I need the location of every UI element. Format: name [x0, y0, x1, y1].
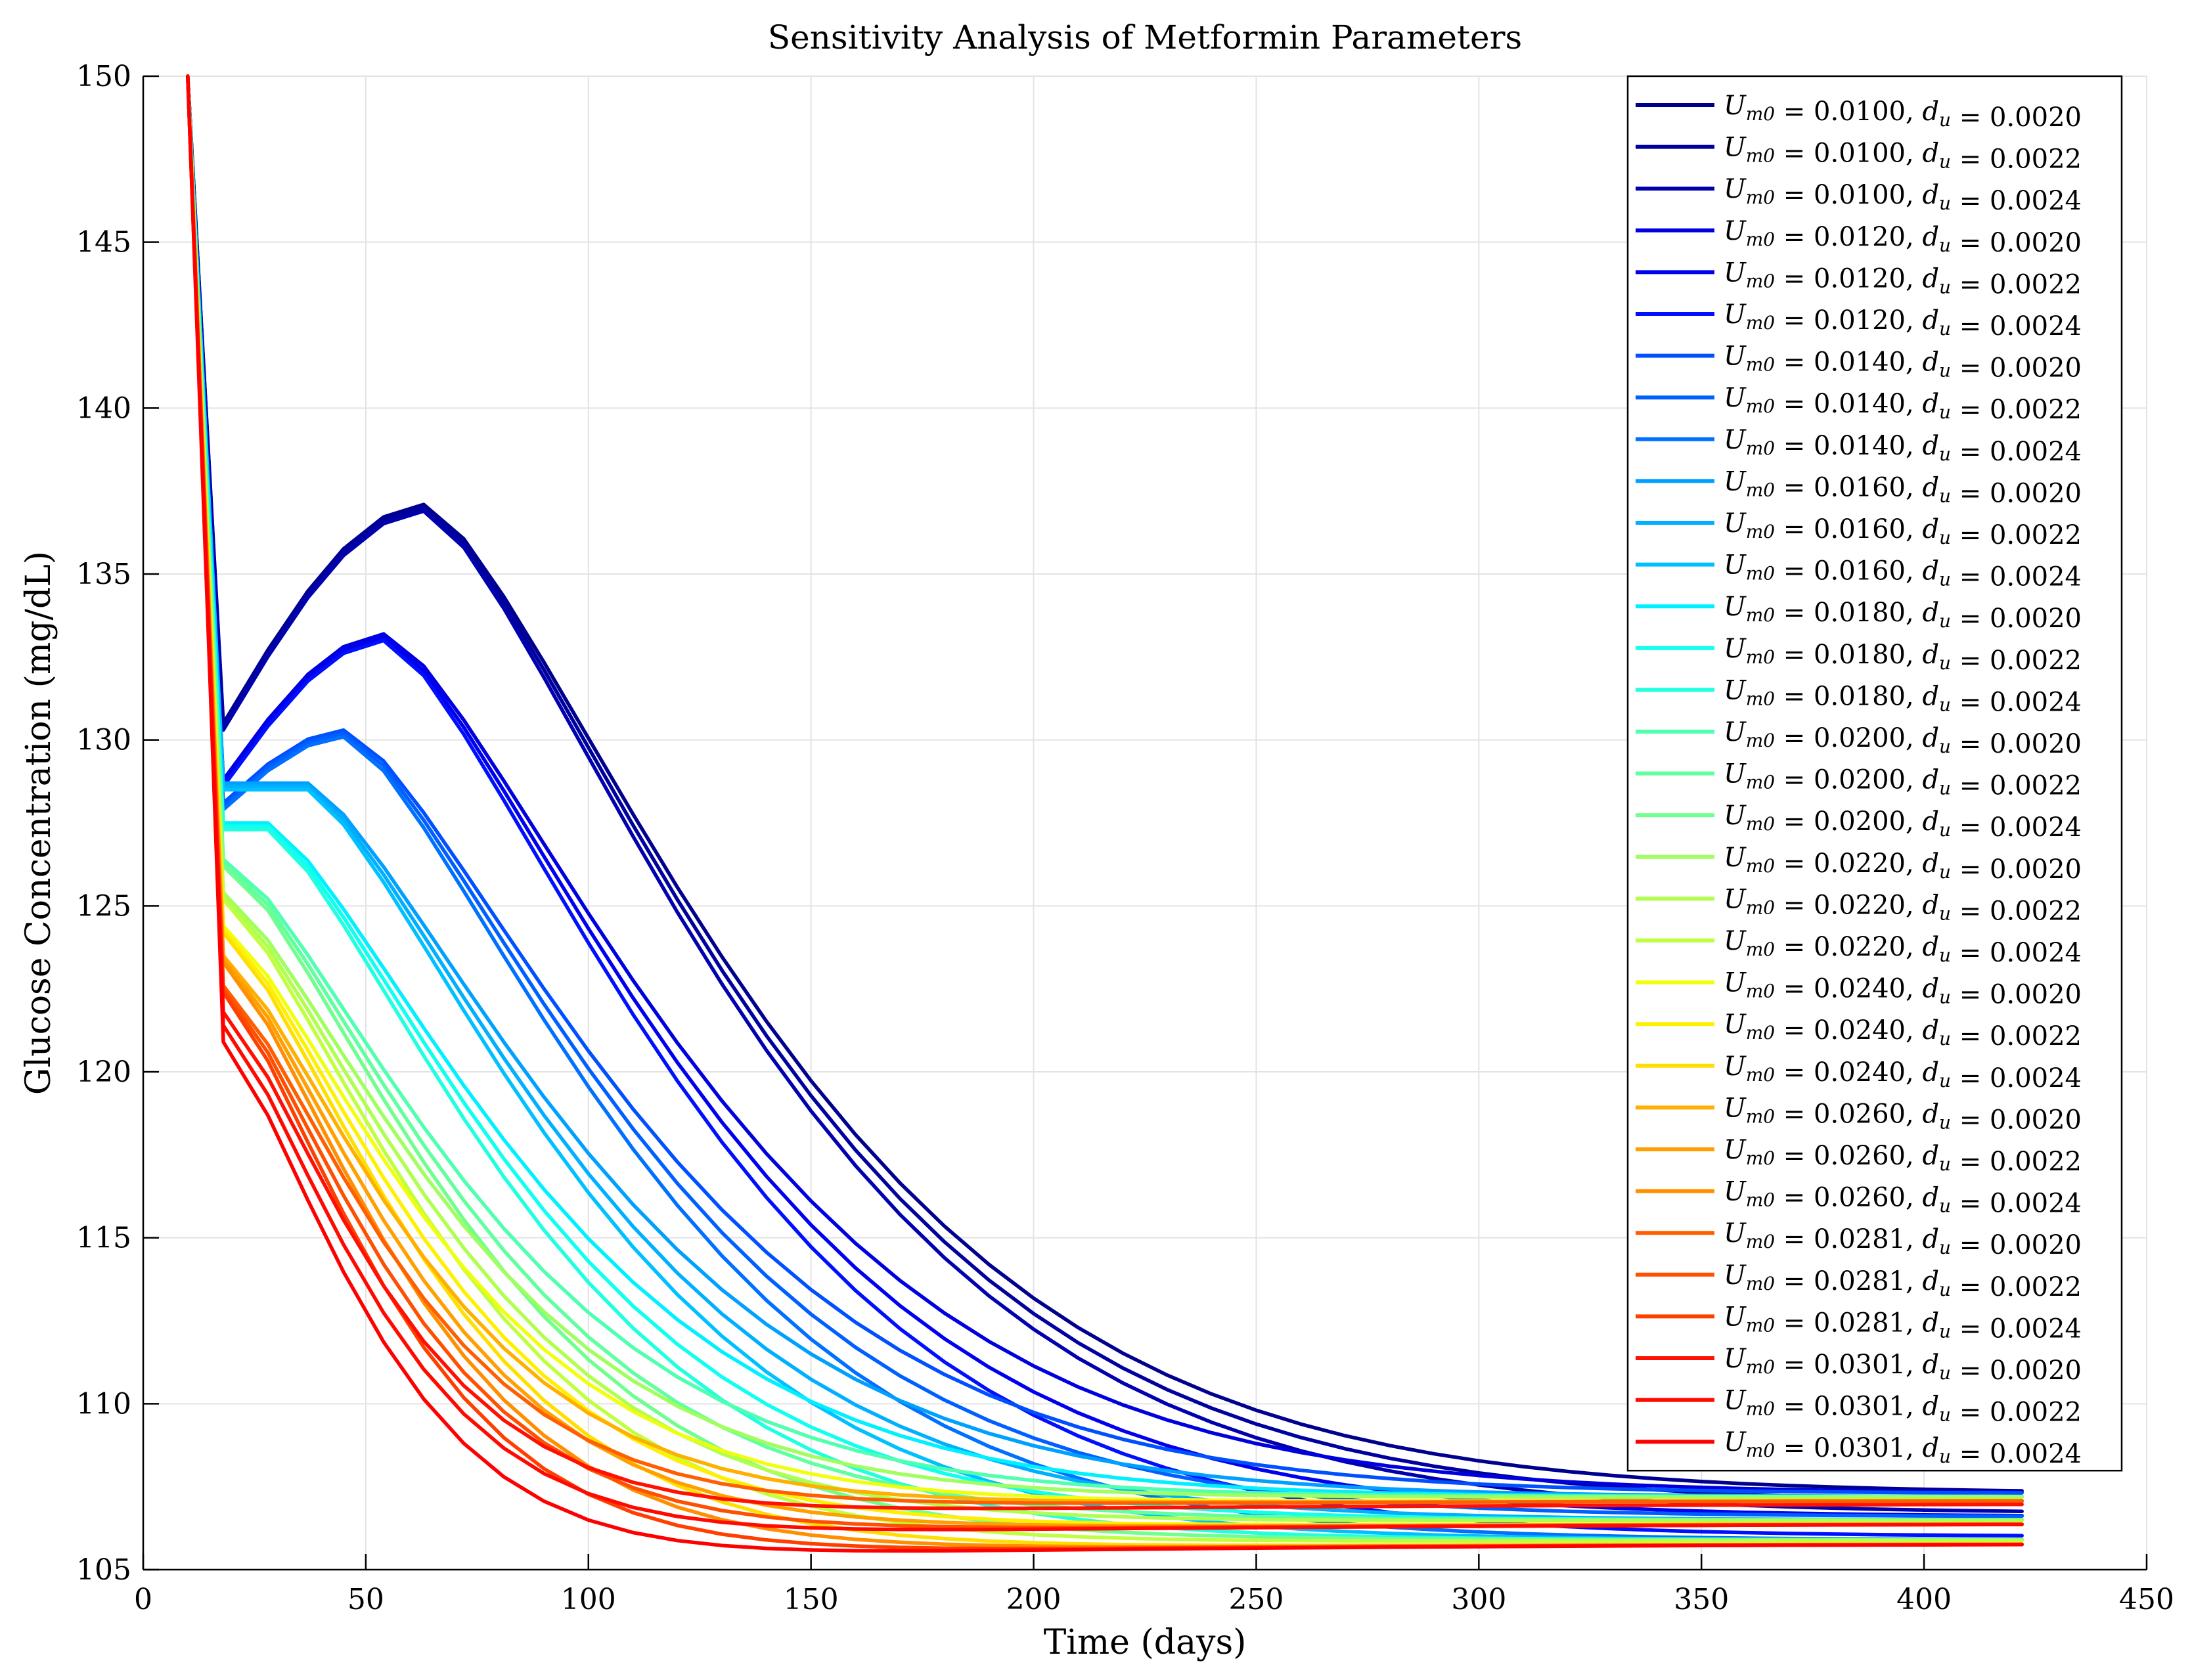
x-tick-label: 400	[1896, 1583, 1952, 1616]
x-axis-ticks: 0 50 100 150 200 250 300 350 400 450	[134, 1554, 2174, 1616]
legend-entry: Um0 = 0.0281, du = 0.0020	[1724, 1218, 2082, 1260]
y-tick-label: 105	[76, 1553, 131, 1587]
series-line-7	[186, 74, 2024, 1495]
legend-entry: Um0 = 0.0301, du = 0.0020	[1724, 1344, 2082, 1386]
series-line-33	[186, 74, 2024, 1553]
legend-entry: Um0 = 0.0140, du = 0.0022	[1724, 383, 2082, 425]
legend-entry: Um0 = 0.0260, du = 0.0020	[1724, 1093, 2082, 1135]
x-tick-label: 150	[784, 1583, 839, 1616]
legend-entry: Um0 = 0.0120, du = 0.0024	[1724, 299, 2082, 342]
y-tick-label: 120	[76, 1055, 131, 1089]
legend-entry: Um0 = 0.0260, du = 0.0022	[1724, 1135, 2082, 1177]
x-tick-label: 300	[1451, 1583, 1506, 1616]
legend-entry: Um0 = 0.0160, du = 0.0020	[1724, 466, 2082, 508]
legend-entry: Um0 = 0.0140, du = 0.0020	[1724, 342, 2082, 384]
series-line-5	[186, 74, 2024, 1518]
legend-entry: Um0 = 0.0240, du = 0.0022	[1724, 1009, 2082, 1051]
series-line-31	[186, 74, 2024, 1511]
legend-entry: Um0 = 0.0240, du = 0.0020	[1724, 968, 2082, 1010]
series-line-2	[186, 74, 2024, 1503]
y-tick-label: 115	[76, 1222, 131, 1255]
y-tick-label: 125	[76, 889, 131, 923]
legend-entry: Um0 = 0.0180, du = 0.0024	[1724, 675, 2082, 717]
legend-entry: Um0 = 0.0160, du = 0.0022	[1724, 508, 2082, 550]
legend-entry: Um0 = 0.0301, du = 0.0024	[1724, 1427, 2082, 1469]
series-line-4	[186, 74, 2024, 1494]
y-tick-label: 130	[76, 724, 131, 757]
legend-entry: Um0 = 0.0180, du = 0.0022	[1724, 634, 2082, 676]
legend-entry: Um0 = 0.0120, du = 0.0022	[1724, 257, 2082, 299]
series-line-32	[186, 74, 2024, 1532]
y-axis-ticks: 105 110 115 120 125 130 135 140 145 150	[76, 60, 159, 1587]
legend-entry: Um0 = 0.0220, du = 0.0020	[1724, 843, 2082, 885]
x-tick-label: 0	[134, 1583, 152, 1616]
legend-entry: Um0 = 0.0260, du = 0.0024	[1724, 1177, 2082, 1219]
y-tick-label: 145	[76, 226, 131, 259]
y-tick-label: 140	[76, 391, 131, 425]
legend-entry: Um0 = 0.0301, du = 0.0022	[1724, 1386, 2082, 1428]
legend-entry: Um0 = 0.0200, du = 0.0022	[1724, 759, 2082, 801]
legend-entry: Um0 = 0.0140, du = 0.0024	[1724, 425, 2082, 467]
legend-entry: Um0 = 0.0200, du = 0.0024	[1724, 801, 2082, 843]
series-line-28	[186, 74, 2024, 1505]
y-tick-label: 135	[76, 558, 131, 591]
legend-entry: Um0 = 0.0160, du = 0.0024	[1724, 550, 2082, 592]
legend-entry: Um0 = 0.0100, du = 0.0022	[1724, 133, 2082, 175]
series-line-6	[186, 74, 2024, 1537]
x-tick-label: 50	[347, 1583, 384, 1616]
legend-entry: Um0 = 0.0240, du = 0.0024	[1724, 1051, 2082, 1094]
x-tick-label: 250	[1228, 1583, 1284, 1616]
legend-entry: Um0 = 0.0220, du = 0.0022	[1724, 884, 2082, 926]
legend-entry: Um0 = 0.0120, du = 0.0020	[1724, 216, 2082, 258]
x-tick-label: 350	[1674, 1583, 1729, 1616]
legend-entry: Um0 = 0.0100, du = 0.0020	[1724, 91, 2082, 133]
chart-title: Sensitivity Analysis of Metformin Parame…	[768, 18, 1522, 56]
axes	[142, 76, 2147, 1571]
x-tick-label: 200	[1006, 1583, 1061, 1616]
legend-entry: Um0 = 0.0220, du = 0.0024	[1724, 926, 2082, 968]
x-tick-label: 100	[561, 1583, 616, 1616]
legend-entry: Um0 = 0.0281, du = 0.0024	[1724, 1302, 2082, 1344]
series-line-1	[186, 74, 2024, 1493]
series-line-19	[186, 74, 2024, 1499]
series-lines	[186, 74, 2024, 1553]
legend-entry: Um0 = 0.0200, du = 0.0020	[1724, 717, 2082, 759]
legend-entry: Um0 = 0.0180, du = 0.0020	[1724, 592, 2082, 634]
x-axis-label: Time (days)	[1044, 1623, 1247, 1662]
legend-entry: Um0 = 0.0100, du = 0.0024	[1724, 174, 2082, 216]
y-tick-label: 110	[76, 1387, 131, 1421]
y-tick-label: 150	[76, 60, 131, 93]
x-tick-label: 450	[2119, 1583, 2174, 1616]
legend-entry: Um0 = 0.0281, du = 0.0022	[1724, 1260, 2082, 1302]
y-axis-label: Glucose Concentration (mg/dL)	[19, 551, 58, 1095]
series-line-8	[186, 74, 2024, 1518]
series-line-20	[186, 74, 2024, 1523]
